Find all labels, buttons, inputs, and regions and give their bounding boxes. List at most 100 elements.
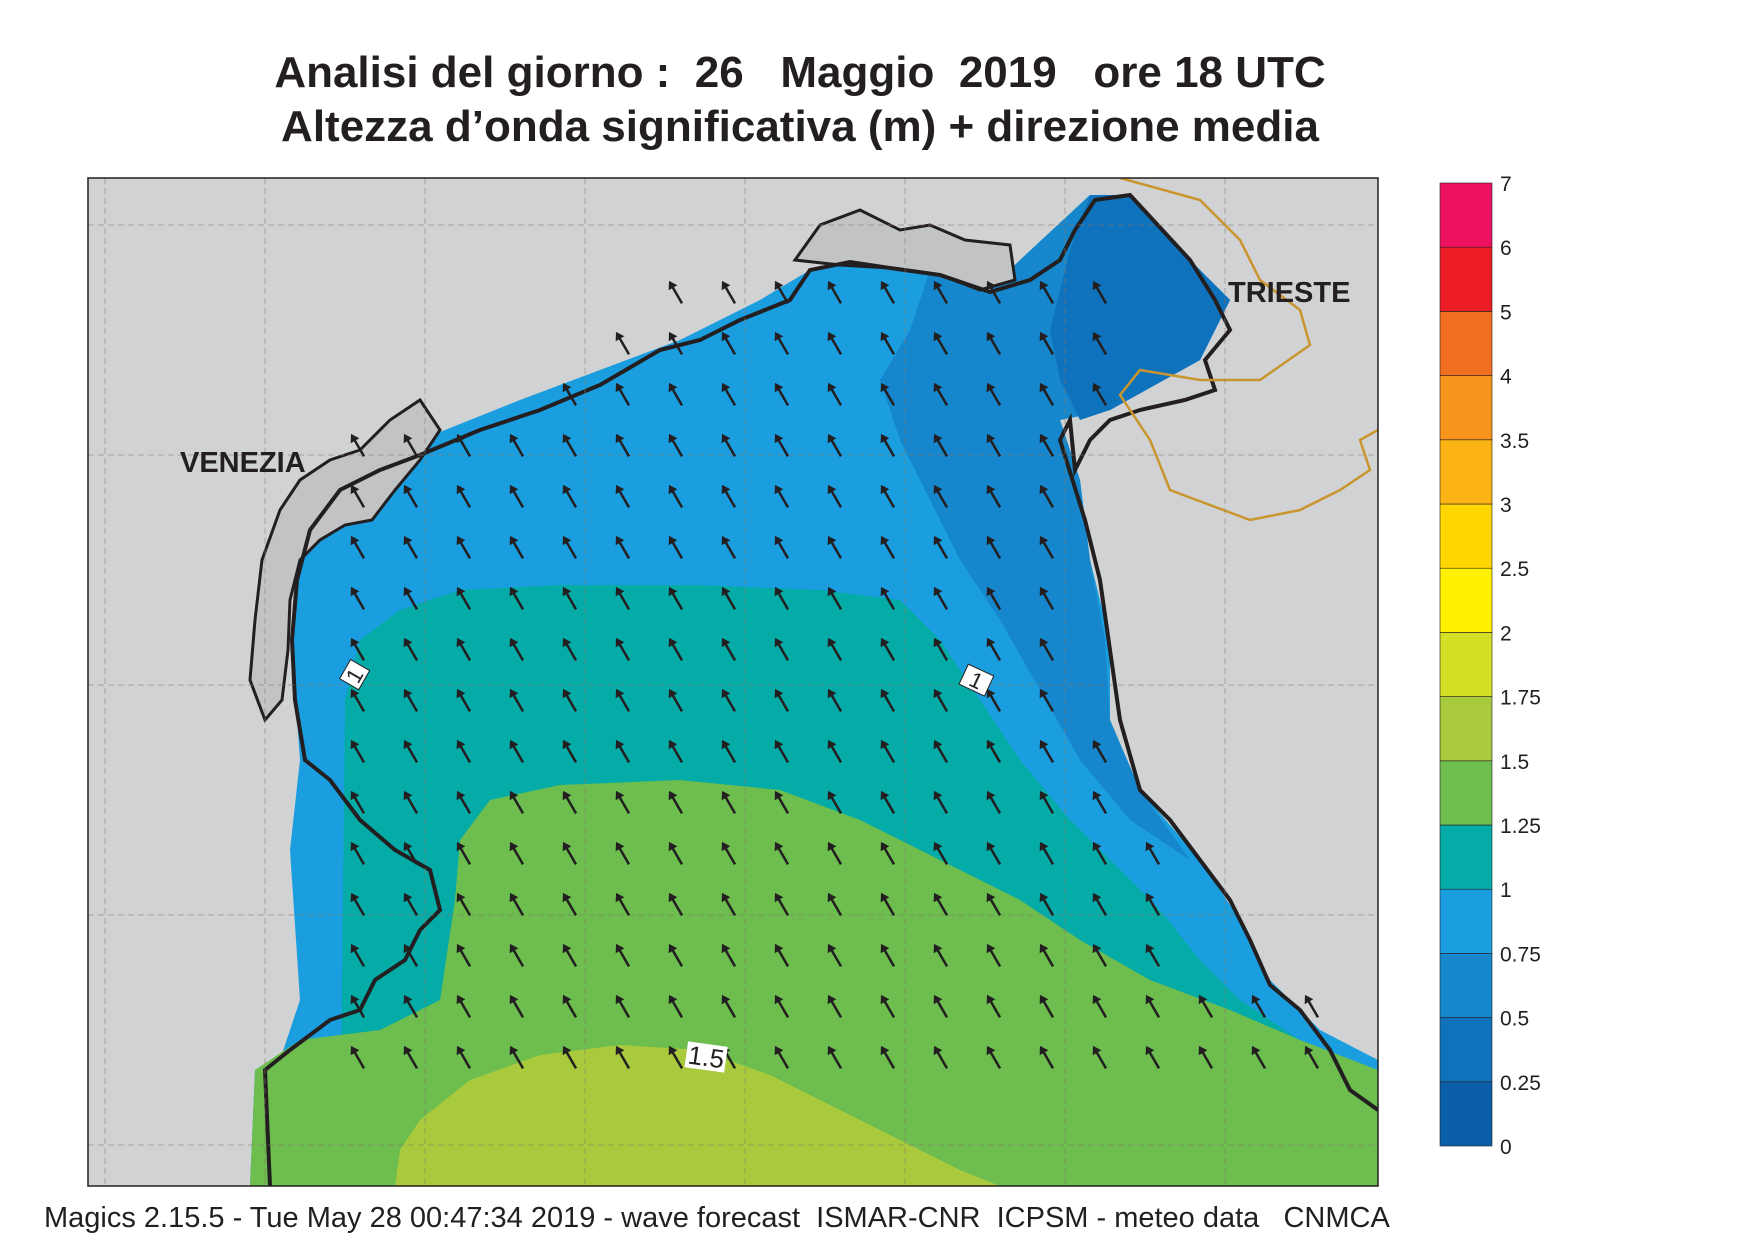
legend-tick-label: 0.75 <box>1500 943 1541 966</box>
direction-arrow <box>1092 739 1108 764</box>
direction-arrow <box>933 688 949 713</box>
country-border <box>1118 178 1378 522</box>
legend-tick-label: 2.5 <box>1500 558 1529 581</box>
direction-arrow <box>668 382 684 407</box>
direction-arrow <box>933 433 949 458</box>
direction-arrow <box>827 535 843 560</box>
direction-arrow <box>1039 586 1055 611</box>
legend-tick-label: 6 <box>1500 237 1512 260</box>
direction-arrow <box>880 790 896 815</box>
direction-arrow <box>721 484 737 509</box>
direction-arrow <box>880 586 896 611</box>
direction-arrow <box>774 790 790 815</box>
direction-arrow <box>668 433 684 458</box>
direction-arrow <box>986 280 1002 305</box>
color-legend: 0 0.25 0.5 0.75 1 1.25 1.5 1.75 2 2.5 3 3.5 4 5 6 7 <box>1439 173 1541 1159</box>
direction-arrow <box>1039 331 1055 356</box>
direction-arrow <box>1039 535 1055 560</box>
legend-tick-label: 7 <box>1500 173 1512 196</box>
sea-band-1.5-1.75 <box>395 1045 1000 1186</box>
direction-arrow <box>456 637 472 662</box>
direction-arrow <box>562 943 578 968</box>
direction-arrow <box>827 433 843 458</box>
direction-arrow <box>562 1045 578 1070</box>
direction-arrow <box>1039 943 1055 968</box>
direction-arrow <box>1251 1045 1267 1070</box>
direction-arrow <box>615 994 631 1019</box>
direction-arrow <box>456 484 472 509</box>
legend-tick-label: 5 <box>1500 301 1512 324</box>
direction-arrow <box>668 943 684 968</box>
direction-arrow <box>986 739 1002 764</box>
direction-arrow <box>668 1045 684 1070</box>
direction-arrow <box>350 841 366 866</box>
direction-arrow <box>456 943 472 968</box>
direction-arrow <box>562 586 578 611</box>
direction-arrow <box>774 637 790 662</box>
legend-swatch <box>1439 696 1493 762</box>
direction-arrow <box>986 331 1002 356</box>
direction-arrow <box>880 433 896 458</box>
direction-arrow <box>615 331 631 356</box>
direction-arrow <box>509 586 525 611</box>
direction-arrow <box>403 994 419 1019</box>
direction-arrow <box>827 790 843 815</box>
direction-arrow <box>403 943 419 968</box>
direction-arrow <box>1039 688 1055 713</box>
direction-arrow <box>986 994 1002 1019</box>
direction-arrow <box>350 1045 366 1070</box>
legend-tick-label: 1 <box>1500 879 1512 902</box>
direction-arrow <box>403 535 419 560</box>
legend-swatch <box>1439 760 1493 826</box>
map-title: Analisi del giorno : 26 Maggio 2019 ore … <box>274 48 1326 97</box>
direction-arrow <box>1092 943 1108 968</box>
direction-arrow <box>456 994 472 1019</box>
direction-arrow <box>456 433 472 458</box>
contour-label-1.5: 1.5 <box>684 1040 728 1074</box>
direction-arrow <box>721 535 737 560</box>
direction-arrow <box>509 841 525 866</box>
direction-arrow <box>403 484 419 509</box>
legend-tick-label: 3 <box>1500 494 1512 517</box>
direction-arrow <box>721 280 737 305</box>
direction-arrow <box>1039 841 1055 866</box>
direction-arrow <box>774 484 790 509</box>
legend-tick-label: 3.5 <box>1500 430 1529 453</box>
direction-arrow <box>1145 892 1161 917</box>
direction-arrow <box>615 535 631 560</box>
direction-arrow <box>1198 994 1214 1019</box>
direction-arrow <box>774 943 790 968</box>
direction-arrow <box>933 637 949 662</box>
direction-arrow <box>774 1045 790 1070</box>
direction-arrow <box>562 382 578 407</box>
venice-lagoon <box>248 397 442 723</box>
direction-arrow <box>986 1045 1002 1070</box>
direction-arrow <box>1092 280 1108 305</box>
direction-arrow <box>880 892 896 917</box>
direction-arrow <box>615 892 631 917</box>
direction-arrow <box>721 943 737 968</box>
direction-arrow <box>827 739 843 764</box>
direction-arrow <box>668 586 684 611</box>
direction-arrow <box>774 994 790 1019</box>
direction-arrow <box>880 484 896 509</box>
direction-arrow <box>933 943 949 968</box>
direction-arrow <box>1039 1045 1055 1070</box>
direction-arrow <box>1145 994 1161 1019</box>
direction-arrow <box>721 586 737 611</box>
legend-tick-label: 1.75 <box>1500 687 1541 710</box>
direction-arrow <box>1092 382 1108 407</box>
direction-arrow <box>562 739 578 764</box>
direction-arrow <box>456 841 472 866</box>
direction-arrow <box>880 841 896 866</box>
direction-arrow <box>668 790 684 815</box>
contour-label-1-west: 1 <box>338 658 371 691</box>
direction-arrow <box>721 433 737 458</box>
legend-swatch <box>1439 375 1493 441</box>
direction-arrow <box>774 280 790 305</box>
direction-arrow <box>774 586 790 611</box>
direction-arrow <box>615 739 631 764</box>
direction-arrow <box>827 586 843 611</box>
direction-arrow <box>562 790 578 815</box>
legend-tick-label: 1.5 <box>1500 751 1529 774</box>
